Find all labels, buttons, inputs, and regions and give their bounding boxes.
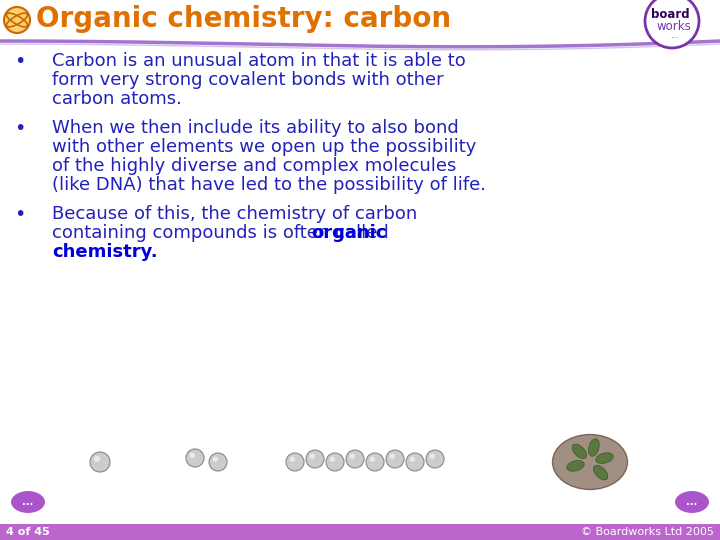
Text: (like DNA) that have led to the possibility of life.: (like DNA) that have led to the possibil… bbox=[52, 176, 486, 194]
Text: •: • bbox=[14, 52, 26, 71]
Ellipse shape bbox=[567, 461, 585, 471]
Text: of the highly diverse and complex molecules: of the highly diverse and complex molecu… bbox=[52, 157, 456, 175]
Circle shape bbox=[350, 454, 355, 459]
Circle shape bbox=[286, 453, 304, 471]
FancyBboxPatch shape bbox=[0, 0, 720, 38]
Text: form very strong covalent bonds with other: form very strong covalent bonds with oth… bbox=[52, 71, 444, 89]
Circle shape bbox=[645, 0, 699, 48]
Circle shape bbox=[406, 453, 424, 471]
Circle shape bbox=[306, 450, 324, 468]
Circle shape bbox=[310, 454, 315, 459]
Text: © Boardworks Ltd 2005: © Boardworks Ltd 2005 bbox=[581, 527, 714, 537]
Text: with other elements we open up the possibility: with other elements we open up the possi… bbox=[52, 138, 477, 156]
Circle shape bbox=[4, 7, 30, 33]
Circle shape bbox=[369, 457, 375, 462]
Circle shape bbox=[366, 453, 384, 471]
Text: •: • bbox=[14, 119, 26, 138]
Circle shape bbox=[186, 449, 204, 467]
Text: containing compounds is often called: containing compounds is often called bbox=[52, 224, 395, 242]
FancyBboxPatch shape bbox=[0, 524, 720, 540]
Circle shape bbox=[212, 457, 218, 462]
Text: ...: ... bbox=[670, 30, 678, 39]
Text: chemistry.: chemistry. bbox=[52, 243, 158, 261]
Ellipse shape bbox=[595, 453, 613, 463]
Text: carbon atoms.: carbon atoms. bbox=[52, 90, 182, 108]
Text: ...: ... bbox=[686, 497, 698, 507]
Circle shape bbox=[94, 456, 100, 462]
Text: •: • bbox=[14, 205, 26, 224]
Ellipse shape bbox=[593, 465, 608, 480]
Ellipse shape bbox=[572, 444, 587, 458]
Circle shape bbox=[289, 457, 295, 462]
Ellipse shape bbox=[674, 490, 710, 514]
Text: Carbon is an unusual atom in that it is able to: Carbon is an unusual atom in that it is … bbox=[52, 52, 466, 70]
Text: 4 of 45: 4 of 45 bbox=[6, 527, 50, 537]
Circle shape bbox=[209, 453, 227, 471]
Text: board: board bbox=[651, 9, 689, 22]
Text: ...: ... bbox=[22, 497, 34, 507]
Circle shape bbox=[189, 453, 195, 458]
Circle shape bbox=[426, 450, 444, 468]
Circle shape bbox=[330, 457, 335, 462]
Ellipse shape bbox=[552, 435, 628, 489]
Circle shape bbox=[410, 457, 415, 462]
Circle shape bbox=[90, 452, 110, 472]
Ellipse shape bbox=[588, 438, 599, 456]
Circle shape bbox=[390, 454, 395, 459]
Text: Because of this, the chemistry of carbon: Because of this, the chemistry of carbon bbox=[52, 205, 418, 223]
Circle shape bbox=[326, 453, 344, 471]
Text: works: works bbox=[657, 19, 691, 32]
Text: organic: organic bbox=[311, 224, 387, 242]
Text: Organic chemistry: carbon: Organic chemistry: carbon bbox=[36, 5, 451, 33]
Circle shape bbox=[386, 450, 404, 468]
Text: When we then include its ability to also bond: When we then include its ability to also… bbox=[52, 119, 459, 137]
Ellipse shape bbox=[10, 490, 46, 514]
Circle shape bbox=[430, 454, 435, 459]
Circle shape bbox=[346, 450, 364, 468]
